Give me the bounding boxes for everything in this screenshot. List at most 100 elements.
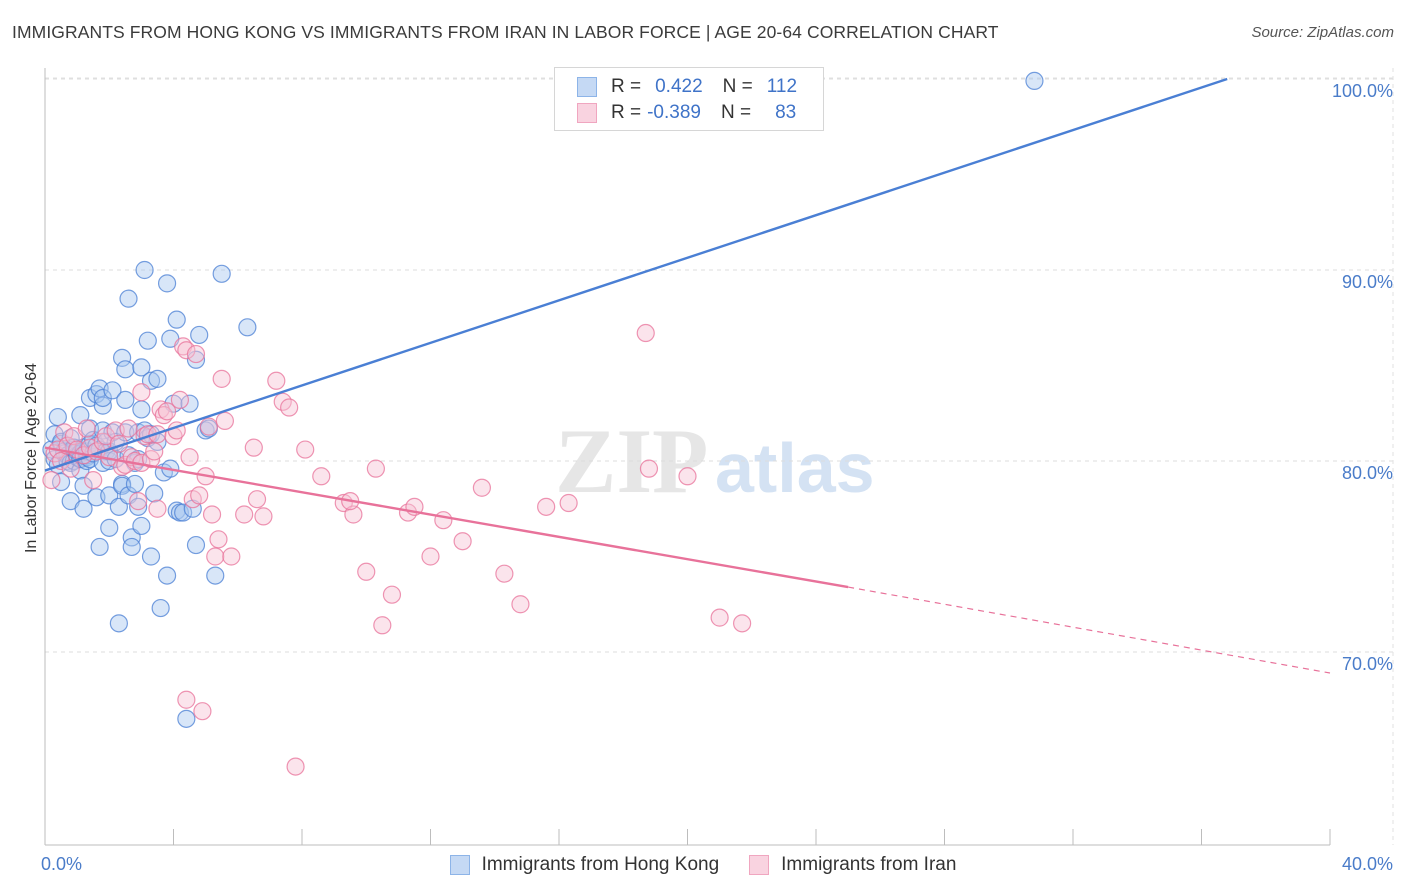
point-0-102 bbox=[186, 350, 206, 369]
legend-r-value-hong-kong: 0.422 bbox=[655, 76, 703, 97]
x-tick-label-max: 40.0% bbox=[1342, 854, 1393, 874]
point-1-52 bbox=[222, 547, 241, 566]
point-0-60 bbox=[112, 348, 132, 367]
point-0-44 bbox=[93, 396, 112, 415]
legend-n-label: N = bbox=[722, 76, 753, 97]
point-1-84 bbox=[286, 757, 305, 776]
legend-swatch-hong-kong bbox=[577, 77, 597, 97]
point-1-4 bbox=[55, 423, 74, 442]
point-0-91 bbox=[157, 274, 177, 293]
point-1-55 bbox=[247, 490, 267, 509]
point-1-61 bbox=[312, 467, 331, 486]
point-1-51 bbox=[215, 411, 234, 430]
point-0-63 bbox=[116, 360, 135, 379]
point-0-76 bbox=[132, 358, 151, 377]
trend-line-0 bbox=[44, 77, 1228, 472]
point-0-3 bbox=[48, 407, 67, 427]
point-0-89 bbox=[151, 598, 170, 618]
tick-labels: 70.0% 80.0% 90.0% 100.0% 0.0% 40.0% bbox=[41, 81, 1393, 874]
point-1-41 bbox=[180, 448, 199, 467]
point-0-79 bbox=[135, 260, 154, 280]
point-1-69 bbox=[421, 547, 440, 566]
point-1-33 bbox=[151, 400, 170, 419]
point-0-72 bbox=[125, 474, 145, 494]
legend-n-value-hong-kong: 112 bbox=[766, 76, 798, 97]
point-0-81 bbox=[138, 331, 157, 350]
point-0-43 bbox=[90, 537, 109, 557]
y-tick-label-90: 90.0% bbox=[1342, 272, 1393, 292]
data-points bbox=[42, 71, 1044, 776]
point-1-10 bbox=[77, 419, 96, 438]
point-1-80 bbox=[710, 608, 729, 627]
point-1-43 bbox=[186, 344, 206, 364]
point-1-47 bbox=[202, 505, 222, 524]
point-1-21 bbox=[119, 419, 138, 438]
point-1-82 bbox=[177, 690, 196, 709]
point-1-59 bbox=[280, 398, 299, 417]
watermark-atlas: atlas bbox=[715, 429, 875, 507]
point-0-27 bbox=[74, 499, 93, 518]
point-1-46 bbox=[199, 417, 218, 436]
point-1-65 bbox=[366, 459, 385, 478]
point-1-0 bbox=[42, 471, 61, 490]
point-0-99 bbox=[174, 503, 193, 522]
point-0-45 bbox=[93, 388, 112, 408]
point-0-53 bbox=[100, 518, 119, 537]
point-1-76 bbox=[559, 493, 578, 513]
source-credit: Source: ZipAtlas.com bbox=[1251, 24, 1394, 41]
point-0-107 bbox=[206, 566, 225, 585]
point-0-70 bbox=[122, 537, 141, 557]
point-0-87 bbox=[148, 369, 167, 388]
point-1-74 bbox=[511, 595, 530, 614]
point-1-50 bbox=[212, 369, 231, 388]
y-axis-label: In Labor Force | Age 20-64 bbox=[23, 363, 40, 553]
point-1-12 bbox=[84, 471, 103, 490]
point-0-104 bbox=[190, 325, 209, 345]
point-0-59 bbox=[109, 614, 128, 633]
point-1-64 bbox=[357, 562, 376, 581]
point-0-77 bbox=[132, 400, 151, 419]
legend-swatch-iran bbox=[577, 103, 597, 123]
point-1-40 bbox=[177, 341, 196, 360]
point-1-83 bbox=[193, 702, 212, 721]
legend-n-label: N = bbox=[720, 102, 752, 123]
point-0-78 bbox=[132, 516, 151, 536]
series-legend: Immigrants from Hong Kong Immigrants fro… bbox=[0, 852, 1406, 878]
watermark: ZIP atlas bbox=[555, 410, 875, 512]
point-1-75 bbox=[537, 497, 556, 516]
correlation-legend: R = 0.422 N = 112 R = -0.389 N = 83 bbox=[554, 67, 824, 131]
point-1-57 bbox=[267, 371, 286, 390]
legend-row-iran: R = -0.389 N = 83 bbox=[577, 100, 796, 126]
point-0-85 bbox=[141, 547, 161, 566]
point-0-54 bbox=[103, 381, 122, 400]
point-0-108 bbox=[212, 264, 231, 283]
point-1-44 bbox=[190, 486, 209, 505]
point-0-86 bbox=[145, 484, 164, 503]
series-swatch-hong-kong bbox=[449, 855, 470, 875]
point-1-32 bbox=[148, 499, 167, 518]
point-0-92 bbox=[157, 566, 177, 585]
point-1-72 bbox=[472, 478, 491, 497]
point-1-56 bbox=[254, 507, 273, 526]
point-0-66 bbox=[119, 289, 138, 308]
point-1-30 bbox=[145, 442, 164, 461]
trend-lines bbox=[44, 77, 1331, 674]
point-1-49 bbox=[209, 530, 228, 549]
trend-line-1 bbox=[44, 446, 849, 589]
point-1-26 bbox=[132, 383, 151, 402]
point-1-86 bbox=[373, 616, 392, 635]
trend-line-ext-1 bbox=[848, 586, 1331, 674]
series-legend-hong-kong: Immigrants from Hong Kong bbox=[449, 852, 719, 878]
point-1-38 bbox=[170, 390, 190, 409]
legend-row-hong-kong: R = 0.422 N = 112 bbox=[577, 74, 797, 100]
point-1-81 bbox=[733, 614, 752, 633]
point-0-111 bbox=[1025, 71, 1044, 91]
point-1-48 bbox=[206, 547, 225, 566]
point-1-35 bbox=[157, 402, 177, 421]
point-1-78 bbox=[639, 459, 659, 478]
legend-r-label: R = bbox=[611, 76, 642, 97]
point-0-100 bbox=[180, 394, 199, 413]
point-1-77 bbox=[636, 323, 655, 343]
point-1-60 bbox=[296, 440, 315, 459]
